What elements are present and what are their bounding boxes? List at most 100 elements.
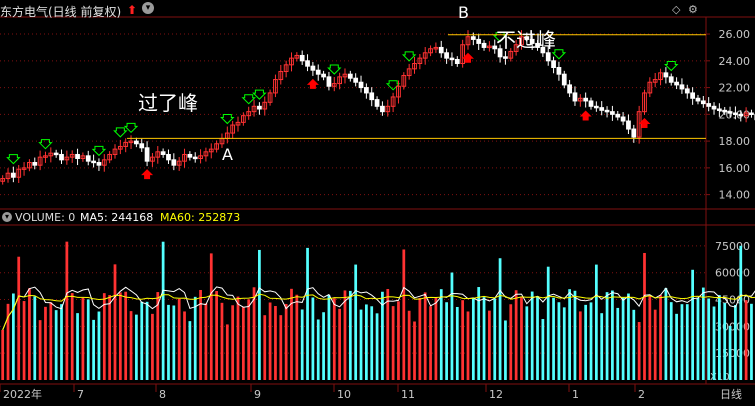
candle-body (54, 153, 58, 155)
volume-bar (681, 304, 684, 380)
volume-bar (643, 253, 646, 380)
candle-body (664, 73, 668, 77)
volume-bar (1, 330, 4, 380)
volume-bar (23, 301, 26, 380)
candle-body (734, 113, 738, 115)
volume-bar (178, 299, 181, 380)
volume-bar (483, 297, 486, 380)
volume-bar (397, 301, 400, 380)
candle-body (172, 160, 176, 165)
price-tick-label: 24.00 (719, 55, 751, 68)
candle-body (750, 113, 754, 115)
volume-bar (627, 294, 630, 380)
volume-bar (183, 311, 186, 380)
volume-bar (162, 242, 165, 380)
volume-bar (531, 292, 534, 380)
buy-signal-icon (141, 169, 153, 179)
volume-bar (146, 302, 149, 380)
time-tick-label: 9 (254, 388, 261, 401)
volume-bar (76, 313, 79, 380)
candle-body (455, 59, 459, 63)
candle-body (135, 141, 139, 144)
candle-body (728, 112, 732, 114)
volume-bar (729, 326, 732, 380)
candle-body (450, 58, 454, 60)
volume-bar (691, 270, 694, 380)
volume-bar (39, 320, 42, 380)
volume-bar (574, 291, 577, 380)
volume-bar (595, 265, 598, 380)
volume-bar (108, 295, 111, 380)
volume-bar (151, 314, 154, 380)
volume-bar (392, 306, 395, 380)
volume-bar (600, 313, 603, 380)
time-tick-label: 10 (337, 388, 351, 401)
candle-body (140, 144, 144, 148)
volume-bar (424, 292, 427, 380)
volume-bar (295, 295, 298, 380)
volume-bar (552, 298, 555, 380)
volume-bar (638, 322, 641, 380)
volume-bar (167, 305, 170, 380)
candle-body (145, 148, 149, 161)
time-tick-label: 12 (489, 388, 503, 401)
volume-bar (665, 288, 668, 380)
volume-bar (28, 288, 31, 380)
volume-bar (312, 297, 315, 380)
volume-bar (413, 321, 416, 380)
candle-body (675, 82, 679, 85)
candle-body (557, 68, 561, 75)
volume-dropdown-icon[interactable]: ▾ (2, 212, 12, 222)
settings-icon[interactable]: ⚙ (688, 3, 698, 16)
sell-signal-icon (7, 155, 19, 164)
ma60-label: MA60: 252873 (160, 211, 240, 224)
volume-bar (606, 292, 609, 380)
volume-bar (226, 324, 229, 380)
volume-bar (611, 291, 614, 380)
volume-bar (55, 310, 58, 380)
volume-bar (322, 312, 325, 380)
candle-body (632, 129, 636, 137)
volume-bar (702, 288, 705, 380)
volume-bar (536, 296, 539, 380)
candle-body (573, 93, 577, 101)
volume-bar (520, 297, 523, 380)
volume-bar (221, 303, 224, 380)
time-tick-label: 2 (638, 388, 645, 401)
volume-bar (558, 302, 561, 380)
volume-bar (568, 289, 571, 380)
volume-bar (456, 307, 459, 380)
volume-bar (408, 311, 411, 380)
volume-bar (750, 304, 753, 380)
volume-bar (402, 249, 405, 380)
volume-bar (349, 291, 352, 380)
candle-body (311, 66, 315, 70)
candle-body (616, 114, 620, 117)
volume-bar (49, 302, 52, 380)
candle-body (627, 121, 631, 129)
candle-body (370, 93, 374, 100)
volume-bar (33, 296, 36, 380)
candle-body (327, 77, 331, 86)
volume-label: VOLUME: 0 (15, 211, 75, 224)
candle-body (696, 98, 700, 101)
volume-bar (584, 305, 587, 380)
candle-body (33, 163, 37, 166)
volume-bar (98, 312, 101, 380)
red-up-arrow-icon[interactable]: ⬆ (127, 3, 137, 17)
sell-signal-icon (328, 65, 340, 74)
volume-bar (723, 303, 726, 380)
chevron-down-icon[interactable]: ▾ (142, 2, 154, 14)
diamond-icon[interactable]: ◇ (672, 3, 680, 16)
volume-bar (269, 303, 272, 380)
candle-body (723, 110, 727, 112)
volume-bar (707, 299, 710, 380)
candle-body (300, 55, 304, 60)
volume-bar (713, 307, 716, 380)
volume-bar (451, 273, 454, 380)
volume-bar (493, 299, 496, 380)
candle-body (316, 70, 320, 74)
volume-bar (376, 313, 379, 380)
time-tick-label: 1 (572, 388, 579, 401)
volume-bar (499, 258, 502, 380)
